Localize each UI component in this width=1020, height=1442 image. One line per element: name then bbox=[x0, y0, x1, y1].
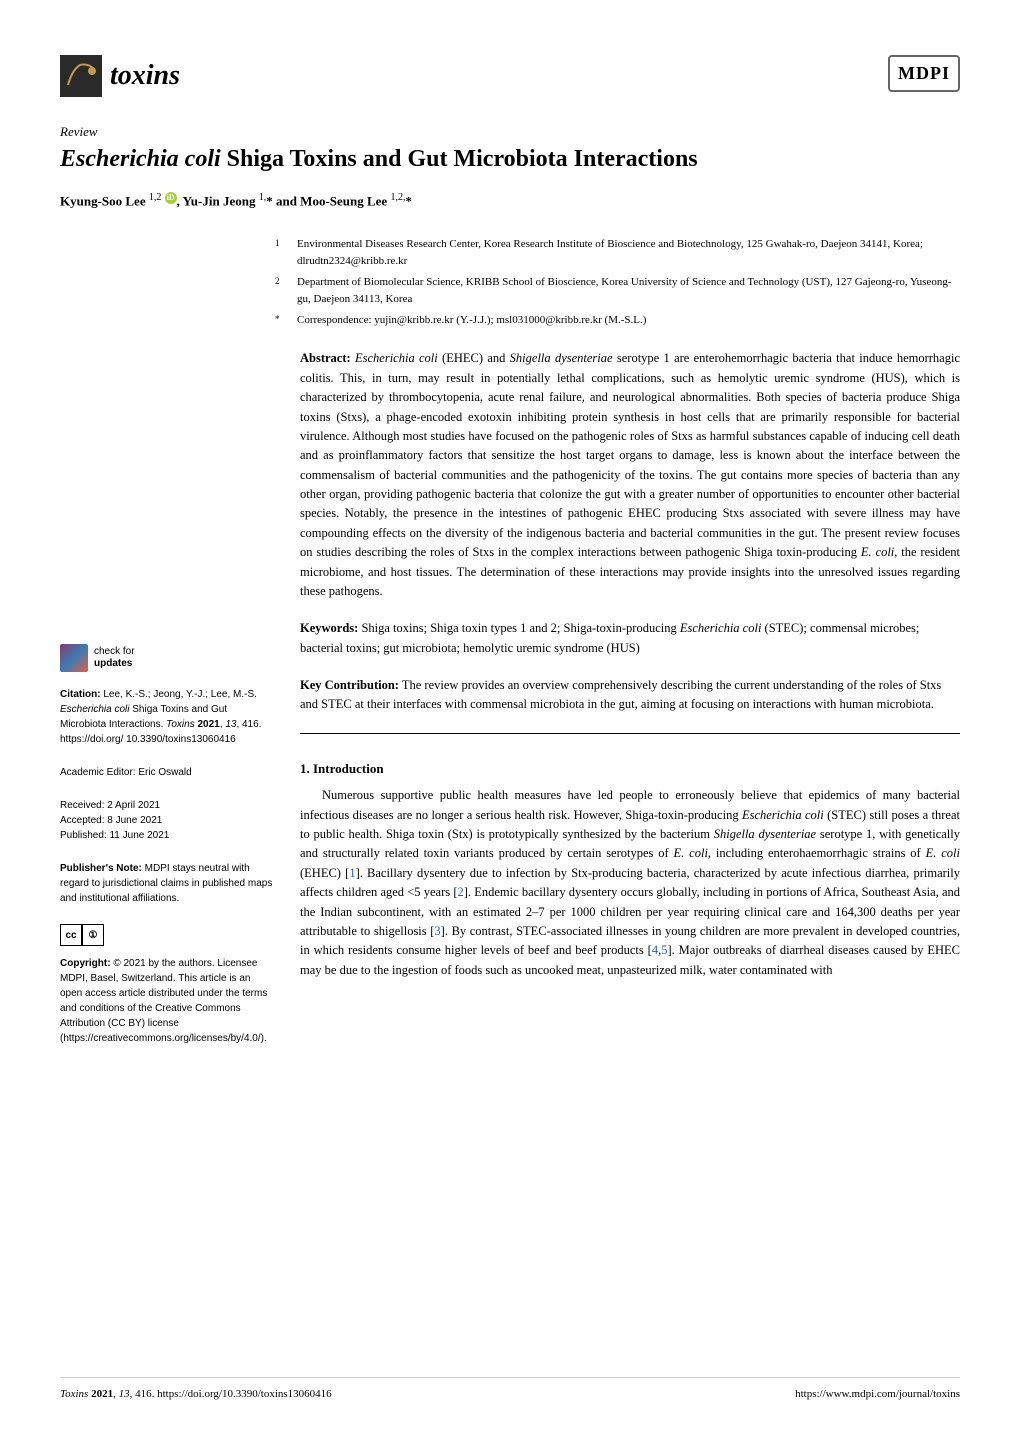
ref-link[interactable]: 4 bbox=[652, 943, 658, 957]
title-italic-part: Escherichia coli bbox=[60, 146, 221, 172]
introduction-paragraph: Numerous supportive public health measur… bbox=[300, 786, 960, 980]
citation-block: Citation: Lee, K.-S.; Jeong, Y.-J.; Lee,… bbox=[60, 687, 275, 747]
toxins-logo-icon bbox=[60, 55, 102, 97]
article-title: Escherichia coli Shiga Toxins and Gut Mi… bbox=[60, 144, 960, 175]
sidebar: check for updates Citation: Lee, K.-S.; … bbox=[60, 349, 275, 1064]
journal-logo: toxins bbox=[60, 55, 180, 97]
ref-link[interactable]: 2 bbox=[457, 885, 463, 899]
article-type: Review bbox=[60, 122, 960, 142]
page-footer: Toxins 2021, 13, 416. https://doi.org/10… bbox=[60, 1377, 960, 1403]
correspondence: * Correspondence: yujin@kribb.re.kr (Y.-… bbox=[275, 312, 960, 330]
abstract-label: Abstract: bbox=[300, 351, 351, 365]
affiliations-block: 1 Environmental Diseases Research Center… bbox=[275, 236, 960, 330]
abstract-text: Escherichia coli (EHEC) and Shigella dys… bbox=[300, 351, 960, 598]
abstract-block: Abstract: Escherichia coli (EHEC) and Sh… bbox=[300, 349, 960, 601]
dates-block: Received: 2 April 2021 Accepted: 8 June … bbox=[60, 798, 275, 843]
editor-label: Academic Editor: bbox=[60, 767, 138, 778]
corr-symbol: * bbox=[275, 312, 287, 330]
editor-name: Eric Oswald bbox=[138, 767, 191, 778]
check-updates-badge[interactable]: check for updates bbox=[60, 644, 275, 672]
article-body: Abstract: Escherichia coli (EHEC) and Sh… bbox=[300, 349, 960, 1064]
affiliation-1: 1 Environmental Diseases Research Center… bbox=[275, 236, 960, 271]
copyright-label: Copyright: bbox=[60, 958, 111, 969]
aff-number: 2 bbox=[275, 274, 287, 309]
journal-name: toxins bbox=[110, 55, 180, 97]
received-label: Received: bbox=[60, 800, 107, 811]
ref-link[interactable]: 1 bbox=[349, 866, 355, 880]
ref-link[interactable]: 3 bbox=[434, 924, 440, 938]
publishers-note-block: Publisher's Note: MDPI stays neutral wit… bbox=[60, 861, 275, 906]
citation-label: Citation: bbox=[60, 689, 101, 700]
copyright-block: Copyright: © 2021 by the authors. Licens… bbox=[60, 956, 275, 1046]
keywords-block: Keywords: Shiga toxins; Shiga toxin type… bbox=[300, 619, 960, 658]
main-content: check for updates Citation: Lee, K.-S.; … bbox=[60, 349, 960, 1064]
cc-license-badge[interactable]: cc ① bbox=[60, 924, 275, 946]
ref-link[interactable]: 5 bbox=[661, 943, 667, 957]
check-updates-icon bbox=[60, 644, 88, 672]
aff-text: Environmental Diseases Research Center, … bbox=[297, 236, 960, 271]
received-date: 2 April 2021 bbox=[107, 800, 160, 811]
key-contribution-label: Key Contribution: bbox=[300, 678, 399, 692]
affiliation-2: 2 Department of Biomolecular Science, KR… bbox=[275, 274, 960, 309]
page-header: toxins MDPI bbox=[60, 55, 960, 97]
footer-right[interactable]: https://www.mdpi.com/journal/toxins bbox=[795, 1386, 960, 1403]
by-icon: ① bbox=[82, 924, 104, 946]
publisher-logo: MDPI bbox=[888, 55, 960, 92]
authors-line: Kyung-Soo Lee 1,2 iD, Yu-Jin Jeong 1,* a… bbox=[60, 190, 960, 211]
check-updates-text: check for updates bbox=[94, 646, 135, 670]
keywords-text: Shiga toxins; Shiga toxin types 1 and 2;… bbox=[300, 621, 919, 654]
publishers-note-label: Publisher's Note: bbox=[60, 863, 142, 874]
aff-number: 1 bbox=[275, 236, 287, 271]
footer-left: Toxins 2021, 13, 416. https://doi.org/10… bbox=[60, 1386, 332, 1403]
editor-block: Academic Editor: Eric Oswald bbox=[60, 765, 275, 780]
key-contribution-block: Key Contribution: The review provides an… bbox=[300, 676, 960, 734]
published-label: Published: bbox=[60, 830, 109, 841]
orcid-icon[interactable]: iD bbox=[165, 192, 177, 204]
cc-icon: cc bbox=[60, 924, 82, 946]
keywords-label: Keywords: bbox=[300, 621, 358, 635]
title-rest: Shiga Toxins and Gut Microbiota Interact… bbox=[221, 146, 698, 172]
aff-text: Department of Biomolecular Science, KRIB… bbox=[297, 274, 960, 309]
accepted-date: 8 June 2021 bbox=[107, 815, 162, 826]
published-date: 11 June 2021 bbox=[109, 830, 169, 841]
copyright-text: © 2021 by the authors. Licensee MDPI, Ba… bbox=[60, 958, 267, 1044]
corr-text: Correspondence: yujin@kribb.re.kr (Y.-J.… bbox=[297, 312, 646, 330]
accepted-label: Accepted: bbox=[60, 815, 107, 826]
section-heading: 1. Introduction bbox=[300, 759, 960, 779]
